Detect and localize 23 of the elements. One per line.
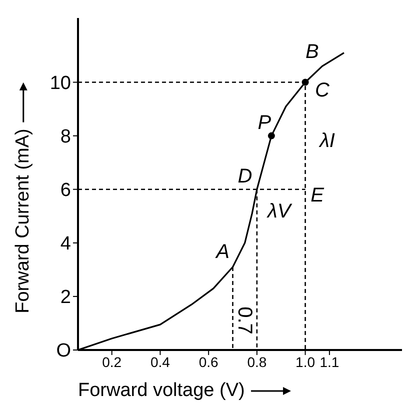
y-axis-title: Forward Current (mA) (12, 128, 34, 314)
annotation: λV (266, 200, 292, 222)
y-tick-label: 4 (60, 234, 72, 255)
annotation: 0.7 (234, 306, 256, 334)
y-tick-label: 6 (60, 180, 71, 202)
x-axis-title: Forward voltage (V) (78, 380, 246, 402)
x-tick-label: 0.6 (198, 354, 219, 370)
x-tick-label: 0.8 (247, 354, 267, 370)
annotation: B (306, 41, 319, 64)
y-tick-label: 2 (60, 287, 71, 308)
annotation: P (258, 112, 272, 134)
y-tick-label: 10 (50, 73, 71, 94)
annotation: λI (318, 130, 336, 152)
x-tick-label: 0.4 (150, 354, 170, 370)
annotation: C (315, 79, 330, 102)
y-tick-label: O (56, 340, 71, 362)
x-tick-label: 1.1 (320, 354, 340, 370)
annotation: E (310, 184, 325, 206)
annotation: D (238, 165, 252, 188)
x-tick-label: 0.2 (102, 354, 122, 370)
y-tick-label: 8 (60, 126, 71, 148)
annotation: A (215, 241, 230, 263)
x-tick-label: 1.0 (296, 354, 316, 370)
